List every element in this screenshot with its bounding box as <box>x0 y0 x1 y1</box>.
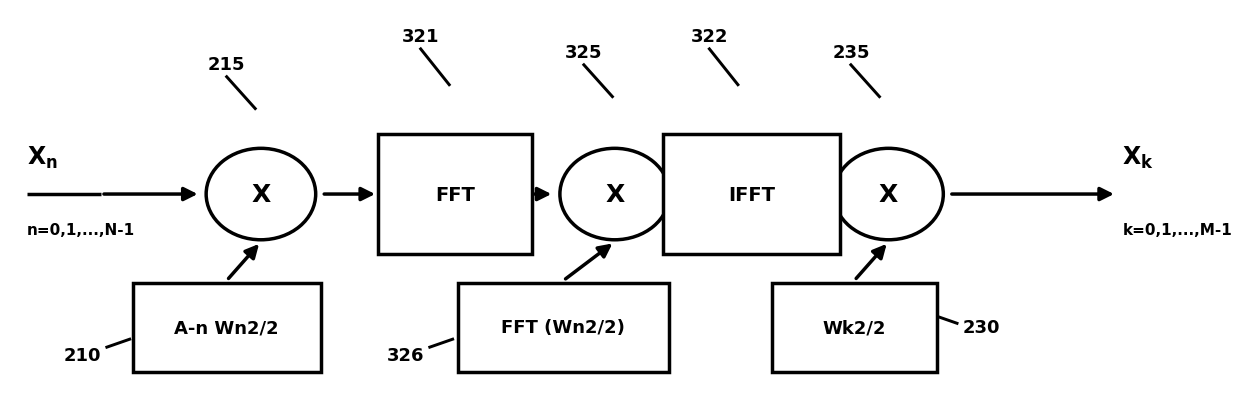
Text: $\mathbf{X_k}$: $\mathbf{X_k}$ <box>1122 145 1154 171</box>
Ellipse shape <box>833 149 944 240</box>
Text: 210: 210 <box>63 346 102 364</box>
Text: A-n Wn2/2: A-n Wn2/2 <box>175 318 279 337</box>
Text: 325: 325 <box>565 44 603 62</box>
Text: FFT (Wn2/2): FFT (Wn2/2) <box>501 318 625 337</box>
Text: 322: 322 <box>691 28 728 46</box>
Bar <box>663 135 839 254</box>
Text: k=0,1,...,M-1: k=0,1,...,M-1 <box>1122 222 1233 237</box>
Text: $\mathbf{X_n}$: $\mathbf{X_n}$ <box>27 145 58 171</box>
Ellipse shape <box>560 149 670 240</box>
Text: 215: 215 <box>208 55 246 74</box>
Bar <box>378 135 532 254</box>
Text: n=0,1,...,N-1: n=0,1,...,N-1 <box>27 222 135 237</box>
Text: 321: 321 <box>402 28 439 46</box>
Text: Wk2/2: Wk2/2 <box>822 318 887 337</box>
Text: FFT: FFT <box>435 185 475 204</box>
Text: X: X <box>605 183 624 207</box>
Bar <box>133 283 321 372</box>
Text: X: X <box>879 183 898 207</box>
Text: IFFT: IFFT <box>728 185 775 204</box>
Text: 235: 235 <box>832 44 869 62</box>
Bar <box>771 283 937 372</box>
Text: 230: 230 <box>962 318 1001 337</box>
Text: 326: 326 <box>387 346 424 364</box>
Ellipse shape <box>206 149 316 240</box>
Bar <box>458 283 668 372</box>
Text: X: X <box>252 183 270 207</box>
